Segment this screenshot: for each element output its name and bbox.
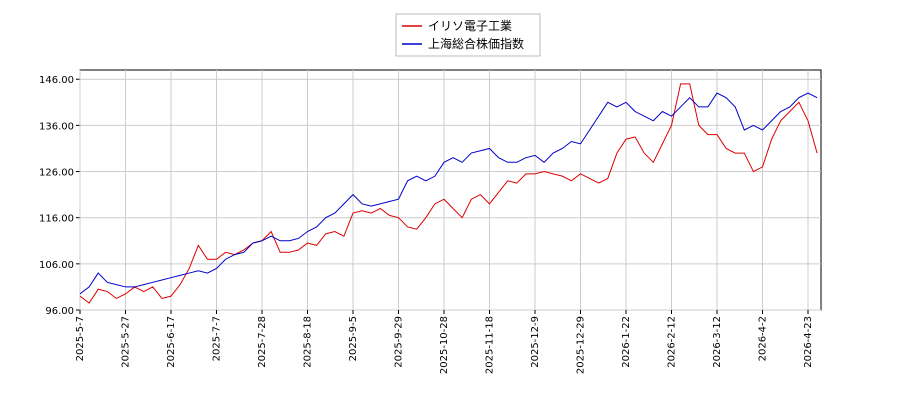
x-tick-label: 2025-7-28	[257, 316, 268, 368]
y-tick-label: 146.00	[39, 75, 74, 86]
x-tick-label: 2025-6-17	[166, 316, 177, 368]
plot-frame	[79, 69, 822, 311]
x-tick-label: 2025-11-18	[485, 316, 496, 374]
y-tick-label: 116.00	[39, 214, 74, 225]
line-series	[79, 92, 818, 295]
x-tick-label: 2025-9-29	[394, 316, 405, 368]
x-tick-label: 2025-7-7	[212, 316, 223, 361]
x-tick-label: 2025-5-7	[75, 316, 86, 361]
legend-label: イリソ電子工業	[428, 19, 512, 33]
y-tick-label: 136.00	[39, 121, 74, 132]
y-tick-label: 106.00	[39, 260, 74, 271]
x-tick-label: 2026-2-12	[667, 316, 678, 368]
x-tick-label: 2025-12-9	[530, 316, 541, 368]
x-tick-label: 2025-5-27	[121, 316, 132, 368]
x-tick-label: 2026-3-12	[712, 316, 723, 368]
x-tick-label: 2026-4-23	[803, 316, 814, 368]
legend-box	[395, 13, 541, 57]
y-tick-label: 126.00	[39, 168, 74, 179]
x-tick-label: 2025-8-18	[303, 316, 314, 368]
x-tick-label: 2026-1-22	[621, 316, 632, 368]
legend-label: 上海総合株価指数	[428, 36, 524, 51]
line-series	[79, 83, 818, 304]
x-tick-label: 2026-4-2	[758, 316, 769, 361]
x-tick-label: 2025-9-5	[348, 316, 359, 361]
x-tick-label: 2025-10-28	[439, 316, 450, 374]
y-tick-label: 96.00	[45, 306, 74, 317]
x-tick-label: 2025-12-29	[576, 316, 587, 374]
